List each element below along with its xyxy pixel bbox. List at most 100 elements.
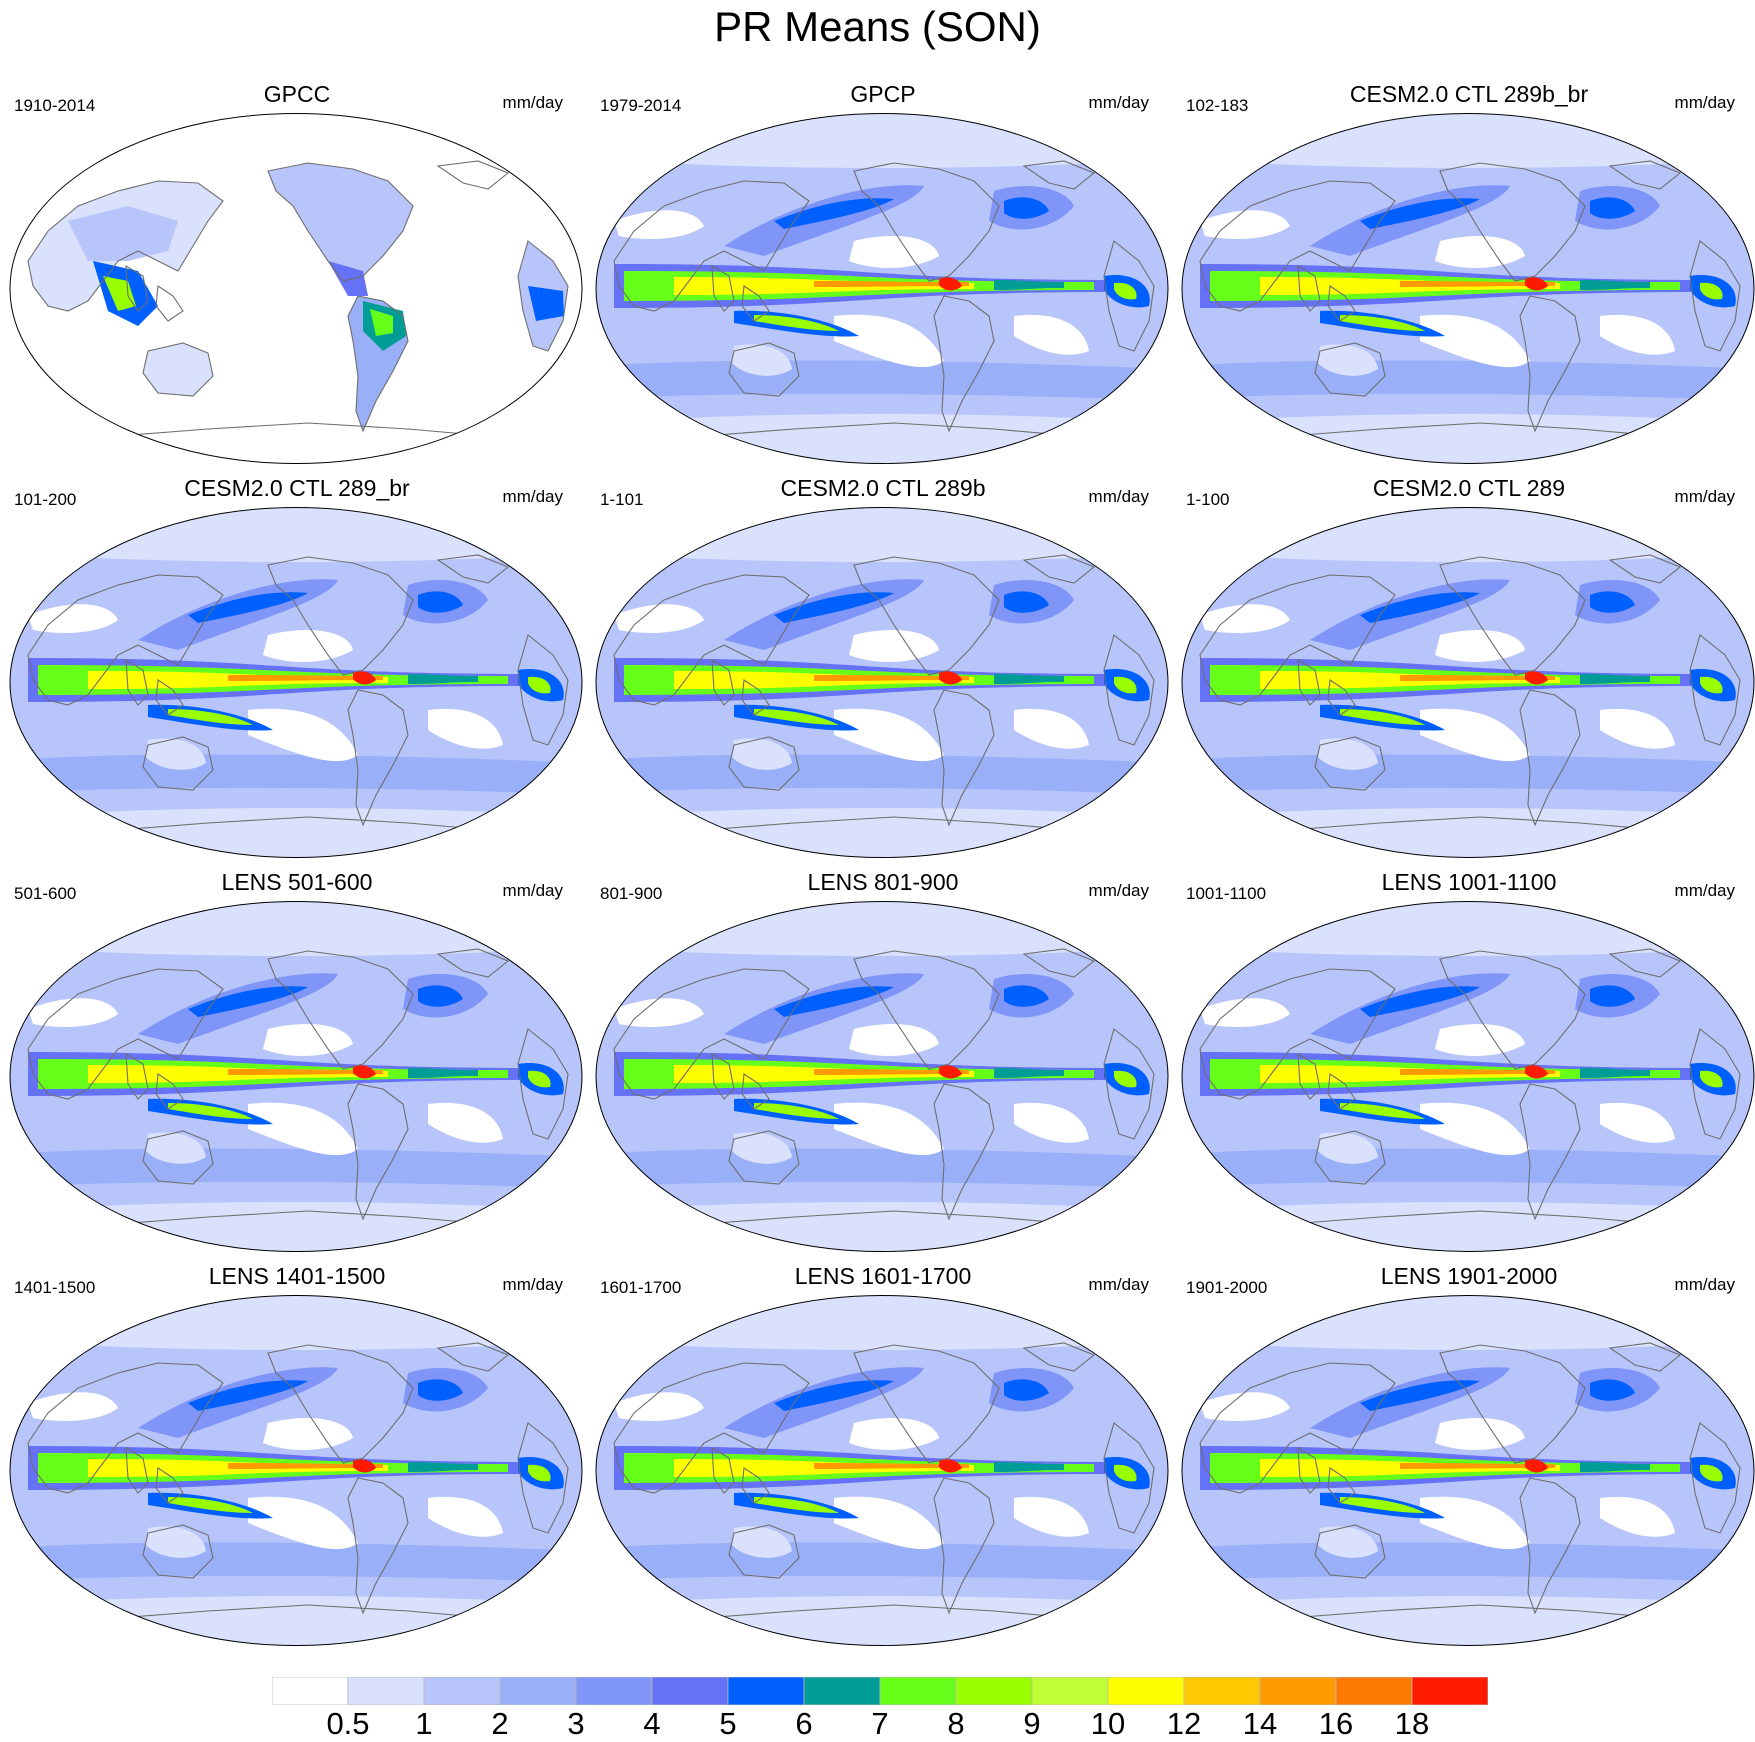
- itcz-max-eastpacific: [1525, 1065, 1548, 1079]
- dry-zone-npacific: [1435, 630, 1525, 662]
- coastline: [155, 679, 184, 716]
- spcz-core: [754, 1103, 839, 1119]
- dry-zone-spacific: [834, 708, 944, 762]
- map-border: [1181, 507, 1755, 858]
- itcz-atlantic: [1580, 1068, 1650, 1078]
- precip-antarctic: [596, 1596, 1168, 1646]
- coastline: [1439, 1344, 1586, 1464]
- coastline: [117, 422, 489, 437]
- dry-zone-asia: [1200, 1392, 1290, 1421]
- map-panel: GPCC 1910-2014 mm/day: [4, 80, 590, 475]
- panel-units: mm/day: [502, 1275, 563, 1294]
- storm-track-npacific: [774, 198, 894, 229]
- colorbar-label: 2: [491, 1706, 509, 1741]
- map-border: [1181, 1295, 1755, 1646]
- colorbar-swatch: [727, 1677, 805, 1705]
- storm-track-southern: [1182, 360, 1754, 401]
- itcz-atlantic: [408, 1462, 478, 1472]
- coastline: [517, 634, 569, 746]
- storm-track-npacific: [1360, 198, 1480, 229]
- coastline: [1103, 634, 1155, 746]
- spcz-core: [168, 709, 253, 725]
- dry-zone-npacific: [1435, 1418, 1525, 1450]
- coastline: [1327, 1073, 1356, 1110]
- panel-period: 1901-2000: [1186, 1278, 1268, 1297]
- colorbar-label: 5: [719, 1706, 737, 1741]
- coastline: [155, 285, 184, 322]
- panel-period: 1601-1700: [600, 1278, 682, 1297]
- colorbar-label: 18: [1394, 1706, 1430, 1741]
- panel-units: mm/day: [1088, 1275, 1149, 1294]
- dry-zone-australia: [1318, 344, 1378, 376]
- coastline: [125, 1446, 149, 1494]
- precip-map: [1181, 901, 1755, 1252]
- coastline: [436, 948, 510, 978]
- land-precip-australia: [143, 343, 213, 396]
- storm-track-natlantic: [1590, 985, 1635, 1007]
- coastline: [703, 1210, 1075, 1225]
- precip-arctic: [10, 901, 582, 956]
- dry-zone-australia: [1318, 738, 1378, 770]
- map-panel: CESM2.0 CTL 289_br 101-200 mm/day: [4, 474, 590, 869]
- coastline: [703, 1604, 1075, 1619]
- dry-zone-asia: [614, 1392, 704, 1421]
- coastline: [267, 162, 414, 282]
- dry-zone-australia: [146, 1526, 206, 1558]
- coastline: [142, 1130, 214, 1185]
- dry-zone-npacific: [1435, 236, 1525, 268]
- colorbar-swatch: [879, 1677, 957, 1705]
- coastline: [853, 556, 1000, 676]
- panel-title: GPCP: [850, 81, 916, 107]
- dry-zone-spacific: [248, 1496, 358, 1550]
- spcz-core: [754, 1497, 839, 1513]
- itcz-max-eastpacific: [939, 1065, 962, 1079]
- precip-antarctic: [596, 808, 1168, 858]
- dry-zone-satlantic: [428, 708, 503, 749]
- dry-zone-npacific: [849, 630, 939, 662]
- precip-arctic: [10, 507, 582, 562]
- dry-zone-npacific: [849, 236, 939, 268]
- dry-zone-npacific: [263, 630, 353, 662]
- coastline: [267, 950, 414, 1070]
- dry-zone-australia: [1318, 1132, 1378, 1164]
- convection-africa-core: [528, 1070, 551, 1088]
- dry-zone-asia: [614, 604, 704, 633]
- storm-track-npacific: [1360, 592, 1480, 623]
- convection-africa-core: [1700, 282, 1723, 300]
- precip-arctic: [596, 901, 1168, 956]
- precip-map: [595, 901, 1169, 1252]
- panel-units: mm/day: [1674, 881, 1735, 900]
- colorbar: [272, 1677, 1488, 1705]
- map-panel: LENS 1001-1100 1001-1100 mm/day: [1176, 868, 1755, 1263]
- coastline: [125, 264, 149, 312]
- storm-track-npacific: [774, 986, 894, 1017]
- map-panel: CESM2.0 CTL 289 1-100 mm/day: [1176, 474, 1755, 869]
- precip-antarctic: [1182, 414, 1754, 464]
- storm-track-npacific: [1360, 986, 1480, 1017]
- map-border: [1181, 901, 1755, 1252]
- colorbar-label: 16: [1318, 1706, 1354, 1741]
- itcz-max-eastpacific: [939, 1459, 962, 1473]
- convection-africa-core: [1114, 1070, 1137, 1088]
- dry-zone-australia: [732, 344, 792, 376]
- dry-zone-satlantic: [1600, 314, 1675, 355]
- itcz-max-eastpacific: [1525, 671, 1548, 685]
- dry-zone-satlantic: [1600, 1102, 1675, 1143]
- dry-zone-asia: [28, 998, 118, 1027]
- coastline: [703, 816, 1075, 831]
- coastline: [1314, 1130, 1386, 1185]
- map-panel: GPCP 1979-2014 mm/day: [590, 80, 1176, 475]
- panel-title: LENS 1601-1700: [794, 1263, 972, 1289]
- storm-track-southern: [10, 1148, 582, 1189]
- dry-zone-satlantic: [428, 1496, 503, 1537]
- coastline: [1103, 1028, 1155, 1140]
- itcz-atlantic: [994, 1068, 1064, 1078]
- panel-units: mm/day: [1088, 93, 1149, 112]
- map-panel: LENS 501-600 501-600 mm/day: [4, 868, 590, 1263]
- storm-track-southern: [10, 1542, 582, 1583]
- convection-africa-core: [528, 676, 551, 694]
- storm-track-southern: [1182, 754, 1754, 795]
- panel-period: 1001-1100: [1186, 884, 1267, 903]
- precip-map: [595, 1295, 1169, 1646]
- colorbar-label: 8: [947, 1706, 965, 1741]
